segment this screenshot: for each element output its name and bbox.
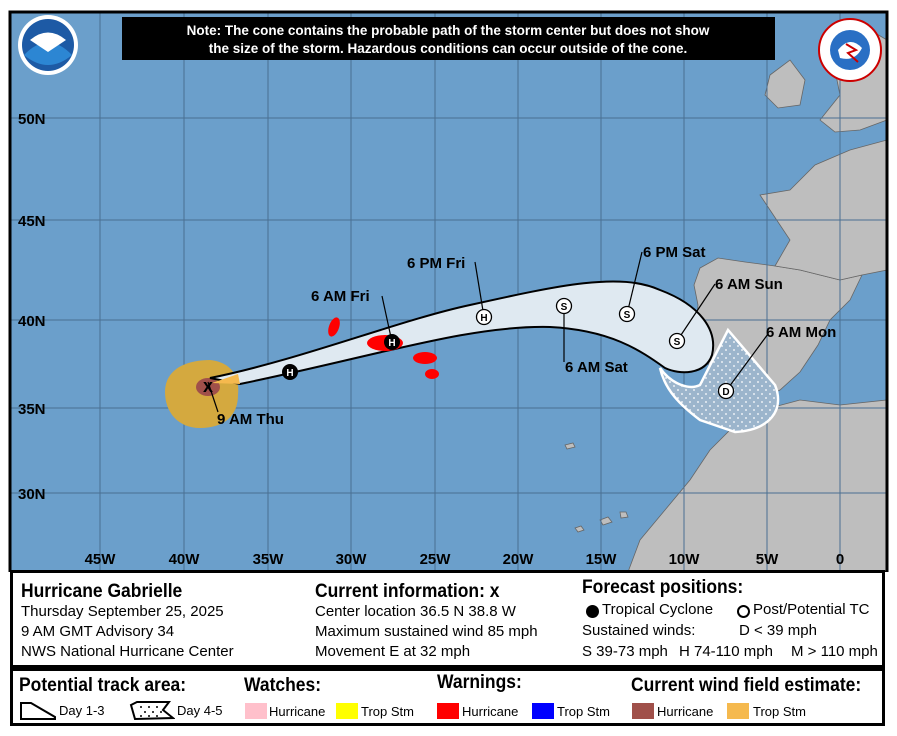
day-1-3-label: Day 1-3 <box>59 703 105 718</box>
hurricane-wind-swatch <box>632 703 654 719</box>
advisory-date: Thursday September 25, 2025 <box>21 603 224 620</box>
lat-label: 40N <box>18 313 46 330</box>
hurricane-watch-label: Hurricane <box>269 704 326 719</box>
wind-field-title: Current wind field estimate: <box>631 675 862 696</box>
day-4-5-cone-icon <box>129 701 175 721</box>
current-position-x-icon: x <box>203 376 213 396</box>
hurricane-warning-swatch <box>437 703 459 719</box>
note-line: Note: The cone contains the probable pat… <box>187 23 710 38</box>
trop-stm-wind-swatch <box>727 703 749 719</box>
svg-text:D: D <box>722 387 729 398</box>
tropical-cyclone-label: Tropical Cyclone <box>602 601 714 618</box>
post-potential-label: Post/Potential TC <box>753 601 870 618</box>
point-label: 6 AM Sat <box>565 359 628 376</box>
max-wind: Maximum sustained wind 85 mph <box>315 623 538 640</box>
svg-text:H: H <box>480 313 487 324</box>
ireland <box>764 59 806 109</box>
storm-info-panel: Hurricane Gabrielle Thursday September 2… <box>10 570 885 668</box>
sustained-winds-label: Sustained winds: <box>582 622 696 639</box>
warnings-title: Warnings: <box>437 672 522 693</box>
storm-name: Hurricane Gabrielle <box>21 581 183 602</box>
lon-label: 45W <box>85 551 117 568</box>
lon-label: 30W <box>336 551 368 568</box>
trop-stm-watch-swatch <box>336 703 358 719</box>
legend-panel: Potential track area: Day 1-3 Day 4-5 Wa… <box>10 668 885 726</box>
trop-stm-warning-label: Trop Stm <box>557 704 610 719</box>
hurricane-watch-swatch <box>245 703 267 719</box>
m-range: M > 110 mph <box>791 643 878 660</box>
forecast-point: H <box>282 364 298 380</box>
watches-title: Watches: <box>244 675 322 696</box>
note-line: the size of the storm. Hazardous conditi… <box>209 41 688 56</box>
cone-day-1-3 <box>209 280 715 386</box>
hurricane-wind-label: Hurricane <box>657 704 714 719</box>
forecast-point: H <box>475 308 493 326</box>
s-range: S 39-73 mph <box>582 643 668 660</box>
forecast-point: S <box>668 332 686 350</box>
current-info-title: Current information: x <box>315 581 500 603</box>
forecast-positions-title: Forecast positions: <box>582 577 744 598</box>
filled-circle-icon <box>586 605 599 618</box>
center-location: Center location 36.5 N 38.8 W <box>315 603 516 620</box>
movement: Movement E at 32 mph <box>315 643 471 660</box>
forecast-cone-map: 50N 45N 40N 35N 30N 45W 40W 35W 30W 25W … <box>8 10 889 572</box>
day-4-5-label: Day 4-5 <box>177 703 223 718</box>
forecast-point: S <box>555 297 573 315</box>
current-info-label: Current information: <box>315 581 490 602</box>
trop-stm-warning-swatch <box>532 703 554 719</box>
svg-text:S: S <box>561 302 568 313</box>
point-label: 6 AM Sun <box>715 276 783 293</box>
svg-text:S: S <box>624 310 631 321</box>
forecast-point: D <box>717 382 735 400</box>
lon-label: 10W <box>669 551 701 568</box>
lat-label: 35N <box>18 401 46 418</box>
lon-label: 35W <box>253 551 285 568</box>
point-label: 6 AM Mon <box>766 324 836 341</box>
forecast-point: H <box>384 334 400 350</box>
open-circle-icon <box>737 605 750 618</box>
trop-stm-wind-label: Trop Stm <box>753 704 806 719</box>
nws-logo <box>818 18 882 82</box>
x-icon: x <box>489 581 500 602</box>
advisory-number: 9 AM GMT Advisory 34 <box>21 623 175 640</box>
lon-label: 25W <box>420 551 452 568</box>
point-label: 6 PM Sat <box>643 244 706 261</box>
lat-label: 30N <box>18 486 46 503</box>
hurricane-warning-label: Hurricane <box>462 704 519 719</box>
h-range: H 74-110 mph <box>679 643 773 660</box>
lon-label: 40W <box>169 551 201 568</box>
svg-text:H: H <box>286 368 293 379</box>
lon-label: 0 <box>836 551 844 568</box>
lon-label: 20W <box>503 551 535 568</box>
leader-lines <box>207 251 769 413</box>
point-label: 6 PM Fri <box>407 255 465 272</box>
point-label: 6 AM Fri <box>311 288 370 305</box>
noaa-logo <box>18 15 78 75</box>
forecast-point: S <box>618 305 636 323</box>
lat-label: 50N <box>18 111 46 128</box>
issuing-center: NWS National Hurricane Center <box>21 643 234 660</box>
madeira <box>564 442 576 450</box>
lon-label: 15W <box>586 551 618 568</box>
track-area-title: Potential track area: <box>19 675 187 696</box>
svg-text:H: H <box>388 338 395 349</box>
note-banner <box>122 17 775 60</box>
north-africa <box>627 399 888 572</box>
day-1-3-cone-icon <box>20 702 56 720</box>
lat-label: 45N <box>18 213 46 230</box>
lon-label: 5W <box>756 551 779 568</box>
trop-stm-watch-label: Trop Stm <box>361 704 414 719</box>
d-range: D < 39 mph <box>739 622 817 639</box>
point-label: 9 AM Thu <box>217 411 284 428</box>
svg-text:S: S <box>674 337 681 348</box>
